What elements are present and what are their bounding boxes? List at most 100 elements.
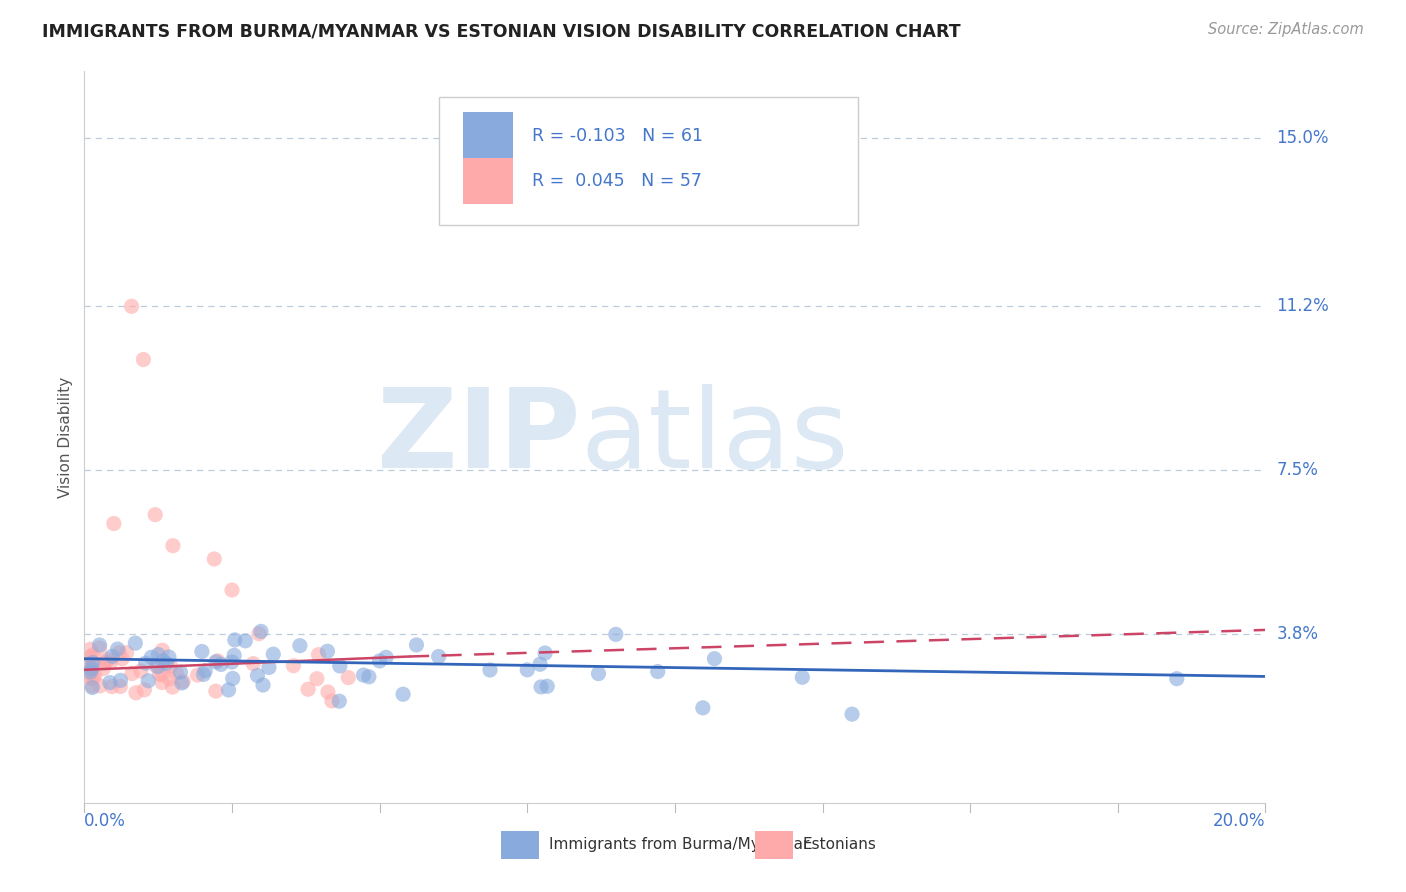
Point: [209, 657, 232, 672]
Point: [605, 627, 627, 641]
Text: 3.8%: 3.8%: [1277, 625, 1319, 643]
Point: [221, 582, 243, 597]
Point: [159, 672, 181, 686]
Point: [82, 663, 104, 677]
Point: [150, 643, 173, 657]
Text: R = -0.103   N = 61: R = -0.103 N = 61: [531, 127, 703, 145]
Point: [204, 684, 226, 698]
Point: [329, 659, 352, 673]
Point: [703, 651, 725, 665]
Point: [368, 654, 391, 668]
Point: [149, 667, 172, 681]
Point: [115, 646, 138, 660]
Point: [242, 657, 264, 671]
FancyBboxPatch shape: [502, 830, 538, 859]
Point: [93, 661, 115, 675]
Point: [353, 668, 375, 682]
Point: [262, 647, 284, 661]
FancyBboxPatch shape: [464, 112, 513, 159]
Point: [93, 656, 115, 670]
Point: [162, 539, 184, 553]
Point: [246, 668, 269, 682]
Text: Immigrants from Burma/Myanmar: Immigrants from Burma/Myanmar: [548, 837, 808, 852]
Point: [79, 661, 101, 675]
Point: [155, 657, 177, 671]
Point: [194, 664, 217, 678]
Point: [792, 670, 814, 684]
Point: [392, 687, 415, 701]
Point: [534, 646, 557, 660]
Point: [160, 659, 183, 673]
Point: [79, 642, 101, 657]
Point: [257, 660, 280, 674]
Point: [79, 665, 101, 680]
Point: [143, 508, 166, 522]
Point: [202, 552, 225, 566]
Text: R =  0.045   N = 57: R = 0.045 N = 57: [531, 172, 702, 190]
Point: [141, 650, 163, 665]
Point: [83, 668, 105, 682]
Point: [80, 662, 103, 676]
Point: [82, 656, 104, 670]
Point: [129, 664, 152, 678]
Point: [308, 648, 330, 662]
Point: [80, 679, 103, 693]
FancyBboxPatch shape: [464, 158, 513, 204]
Point: [233, 633, 256, 648]
Point: [205, 655, 228, 669]
Point: [89, 641, 111, 656]
Text: Estonians: Estonians: [803, 837, 876, 852]
Text: Source: ZipAtlas.com: Source: ZipAtlas.com: [1208, 22, 1364, 37]
Point: [82, 648, 104, 662]
Point: [79, 656, 101, 670]
Text: ZIP: ZIP: [377, 384, 581, 491]
Point: [375, 650, 398, 665]
Point: [111, 652, 134, 666]
Text: atlas: atlas: [581, 384, 849, 491]
Point: [191, 644, 214, 658]
Point: [337, 671, 360, 685]
Point: [305, 672, 328, 686]
Point: [224, 648, 246, 663]
Point: [247, 626, 270, 640]
Point: [150, 668, 173, 682]
Point: [283, 658, 305, 673]
Point: [692, 701, 714, 715]
Text: 0.0%: 0.0%: [84, 813, 127, 830]
Point: [321, 694, 343, 708]
FancyBboxPatch shape: [755, 830, 793, 859]
Point: [297, 682, 319, 697]
Point: [79, 650, 101, 665]
Text: IMMIGRANTS FROM BURMA/MYANMAR VS ESTONIAN VISION DISABILITY CORRELATION CHART: IMMIGRANTS FROM BURMA/MYANMAR VS ESTONIA…: [42, 22, 960, 40]
Point: [98, 675, 121, 690]
Point: [588, 666, 610, 681]
Point: [529, 657, 551, 672]
Point: [132, 352, 155, 367]
Point: [101, 649, 124, 664]
Point: [121, 299, 143, 313]
Point: [79, 671, 101, 685]
Point: [110, 680, 132, 694]
Point: [841, 707, 863, 722]
Point: [89, 638, 111, 652]
Point: [94, 655, 117, 669]
Point: [207, 654, 229, 668]
Point: [124, 636, 146, 650]
Point: [121, 666, 143, 681]
Point: [108, 646, 131, 660]
Point: [150, 675, 173, 690]
Point: [222, 672, 245, 686]
Point: [316, 644, 339, 658]
Point: [145, 659, 167, 673]
Point: [1166, 672, 1188, 686]
Point: [134, 682, 156, 697]
Point: [107, 642, 129, 657]
Point: [218, 683, 240, 698]
Text: 20.0%: 20.0%: [1213, 813, 1265, 830]
Point: [221, 655, 243, 669]
Point: [162, 680, 184, 694]
Point: [316, 685, 339, 699]
Point: [157, 650, 180, 665]
Point: [193, 667, 215, 681]
Point: [536, 679, 558, 693]
